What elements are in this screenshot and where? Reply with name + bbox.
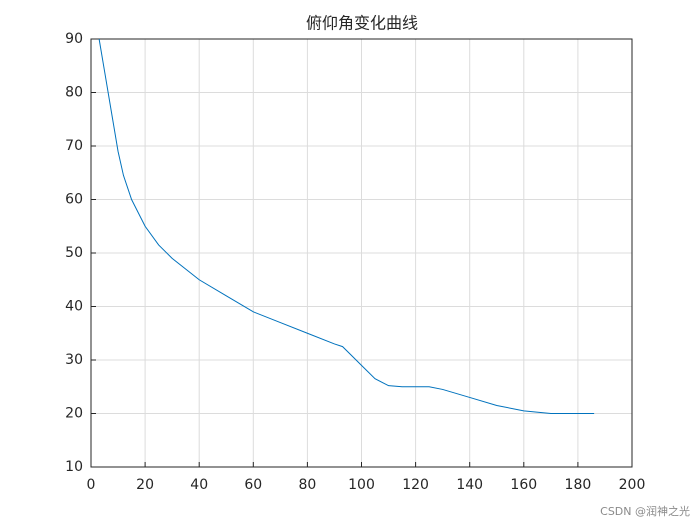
x-tick-label: 100 bbox=[348, 477, 375, 493]
x-tick-label: 160 bbox=[510, 477, 537, 493]
y-tick-label: 30 bbox=[65, 352, 83, 368]
x-tick-label: 80 bbox=[298, 477, 316, 493]
x-tick-label: 120 bbox=[402, 477, 429, 493]
x-tick-label: 60 bbox=[244, 477, 262, 493]
y-tick-label: 40 bbox=[65, 299, 83, 315]
y-tick-label: 90 bbox=[65, 31, 83, 47]
watermark: CSDN @润神之光 bbox=[600, 504, 690, 518]
y-tick-label: 10 bbox=[65, 459, 83, 475]
y-tick-label: 80 bbox=[65, 85, 83, 101]
y-tick-label: 50 bbox=[65, 245, 83, 261]
y-tick-label: 20 bbox=[65, 406, 83, 422]
x-tick-label: 180 bbox=[565, 477, 592, 493]
x-tick-label: 0 bbox=[87, 477, 96, 493]
x-tick-label: 20 bbox=[136, 477, 154, 493]
x-tick-label: 140 bbox=[456, 477, 483, 493]
x-tick-label: 200 bbox=[619, 477, 646, 493]
x-tick-label: 40 bbox=[190, 477, 208, 493]
axes-box bbox=[90, 38, 633, 468]
y-tick-label: 60 bbox=[65, 192, 83, 208]
y-tick-label: 70 bbox=[65, 138, 83, 154]
line bbox=[98, 38, 595, 414]
chart-title: 俯仰角变化曲线 bbox=[306, 14, 418, 33]
